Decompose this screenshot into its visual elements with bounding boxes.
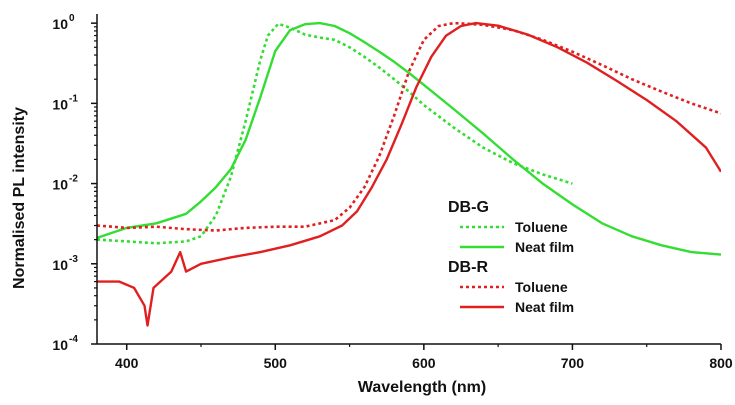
x-axis-label: Wavelength (nm) [358,379,486,396]
series-layer [97,21,721,327]
legend-group-title: DB-G [448,199,489,216]
series-line-db-r-neat-film [97,21,721,327]
x-tick-label: 800 [709,355,733,371]
legend-entry-label: Neat film [515,239,574,255]
legend-group-title: DB-R [448,259,488,276]
x-tick-label: 400 [115,355,139,371]
x-tick-label: 700 [561,355,585,371]
legend: DB-G Toluene Neat film DB-R Toluene Neat film [448,199,574,315]
series-line-db-r-toluene [97,21,721,232]
y-tick-label: 10 [52,177,68,193]
y-tick-label: 10 [52,337,68,353]
series-line-db-g-toluene [97,22,573,245]
y-tick-label: 10 [52,257,68,273]
legend-entry-label: Toluene [515,279,568,295]
y-tick-exponent: -4 [69,334,78,345]
y-tick-label: 10 [52,96,68,112]
x-tick-label: 600 [412,355,436,371]
legend-entry-label: Neat film [515,299,574,315]
y-tick-label: 10 [52,16,68,32]
y-tick-exponent: -3 [69,254,78,265]
y-tick-exponent: 0 [69,13,75,24]
legend-entry-label: Toluene [515,219,568,235]
y-axis-label: Normalised PL intensity [11,107,28,289]
y-tick-exponent: -1 [69,93,78,104]
x-tick-label: 500 [264,355,288,371]
series-line-db-g-neat-film [97,21,721,256]
y-tick-exponent: -2 [69,174,78,185]
